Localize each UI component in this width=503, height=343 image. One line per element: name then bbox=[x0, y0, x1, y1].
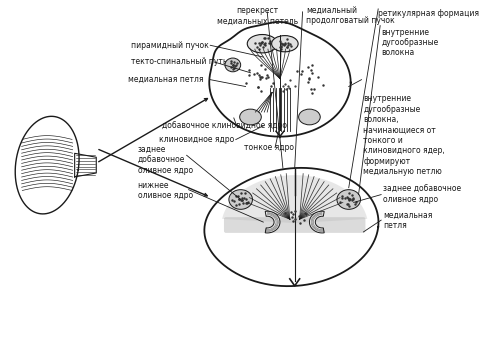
Ellipse shape bbox=[299, 109, 320, 125]
Ellipse shape bbox=[229, 190, 253, 209]
Ellipse shape bbox=[225, 58, 240, 72]
Ellipse shape bbox=[240, 109, 261, 125]
Polygon shape bbox=[74, 153, 96, 177]
Text: внутренние
дугообразные
волокна: внутренние дугообразные волокна bbox=[381, 27, 439, 57]
Text: пирамидный пучок: пирамидный пучок bbox=[131, 41, 209, 50]
Text: клиновидное ядро: клиновидное ядро bbox=[158, 135, 234, 144]
Ellipse shape bbox=[272, 36, 298, 52]
Ellipse shape bbox=[247, 35, 277, 53]
Polygon shape bbox=[15, 116, 79, 214]
Ellipse shape bbox=[337, 190, 361, 209]
Text: ретикулярная формация: ретикулярная формация bbox=[378, 9, 479, 18]
Polygon shape bbox=[309, 211, 324, 233]
FancyBboxPatch shape bbox=[224, 217, 366, 233]
Text: тонкое ядро: тонкое ядро bbox=[243, 143, 294, 152]
Text: нижнее
оливное ядро: нижнее оливное ядро bbox=[137, 181, 193, 200]
Text: внутренние
дугообразные
волокна,
начинающиеся от
тонкого и
клиновидного ядер,
фо: внутренние дугообразные волокна, начинаю… bbox=[364, 94, 445, 176]
Text: перекрест
медиальных петель: перекрест медиальных петель bbox=[217, 6, 298, 25]
Text: медиальная
петля: медиальная петля bbox=[383, 210, 433, 230]
Text: медиальный
продолговатый пучок: медиальный продолговатый пучок bbox=[306, 6, 395, 25]
Text: текто-спинальный путь: текто-спинальный путь bbox=[131, 58, 227, 67]
Polygon shape bbox=[222, 175, 367, 223]
Polygon shape bbox=[204, 168, 378, 286]
Text: медиальная петля: медиальная петля bbox=[128, 75, 203, 84]
Polygon shape bbox=[265, 211, 280, 233]
Text: заднее
добавочное
оливное ядро: заднее добавочное оливное ядро bbox=[137, 145, 193, 175]
Text: заднее добавочное
оливное ядро: заднее добавочное оливное ядро bbox=[383, 185, 461, 204]
Text: добавочное клиновидное ядро: добавочное клиновидное ядро bbox=[162, 121, 287, 130]
Polygon shape bbox=[209, 22, 351, 137]
